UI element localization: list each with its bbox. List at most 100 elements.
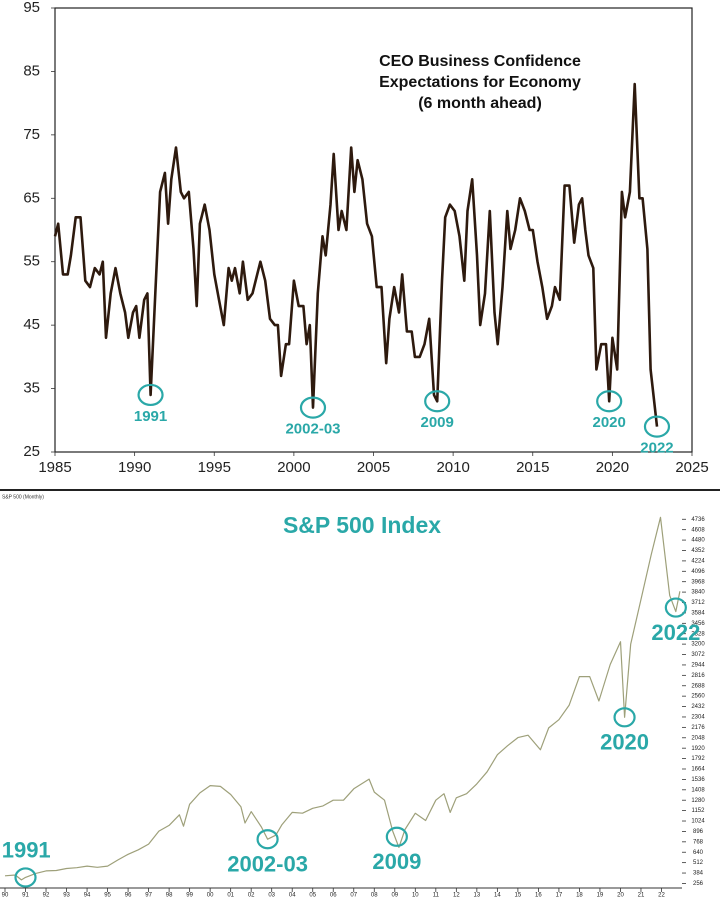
y-tick-label: 2304 xyxy=(691,715,705,721)
y-tick-label: 3840 xyxy=(691,590,705,596)
y-tick-label: 2432 xyxy=(691,704,705,710)
x-tick-label: 95 xyxy=(104,893,111,899)
x-tick-label: 01 xyxy=(227,893,234,899)
x-tick-label: 14 xyxy=(494,893,501,899)
y-tick-label: 896 xyxy=(693,829,704,835)
chart-subtitle: S&P 500 (Monthly) xyxy=(2,494,44,500)
x-tick-label: 16 xyxy=(535,893,542,899)
x-tick-label: 15 xyxy=(515,893,522,899)
y-tick-label: 1408 xyxy=(691,787,705,793)
y-tick-label: 65 xyxy=(23,189,40,206)
data-line xyxy=(53,82,659,427)
y-tick-label: 4608 xyxy=(691,527,705,533)
x-tick-label: 90 xyxy=(2,893,9,899)
annotation-label: 2009 xyxy=(421,414,454,431)
x-tick-label: 11 xyxy=(433,893,440,899)
y-tick-label: 1280 xyxy=(691,798,705,804)
y-tick-label: 1920 xyxy=(691,746,705,752)
annotation-label: 1991 xyxy=(2,838,51,863)
annotation-label: 2022 xyxy=(651,620,700,645)
chart-title: (6 month ahead) xyxy=(418,95,542,112)
annotation-circle xyxy=(424,390,451,413)
x-tick-label: 08 xyxy=(371,893,378,899)
x-tick-label: 02 xyxy=(248,893,255,899)
annotation-circle xyxy=(664,597,687,618)
annotation-circle xyxy=(137,383,164,407)
x-tick-label: 1990 xyxy=(118,459,151,476)
chart-title: Expectations for Economy xyxy=(379,74,581,91)
x-tick-label: 12 xyxy=(453,893,460,899)
x-tick-label: 2020 xyxy=(596,459,629,476)
y-tick-label: 384 xyxy=(693,871,704,877)
x-tick-label: 00 xyxy=(207,893,214,899)
chart-title: S&P 500 Index xyxy=(283,512,441,538)
x-tick-label: 96 xyxy=(125,893,132,899)
x-tick-label: 03 xyxy=(268,893,275,899)
y-tick-label: 35 xyxy=(23,380,40,397)
annotation-label: 2009 xyxy=(372,849,421,874)
x-tick-label: 2000 xyxy=(277,459,310,476)
y-tick-label: 1792 xyxy=(691,756,705,762)
data-line xyxy=(4,516,681,881)
x-tick-label: 18 xyxy=(576,893,583,899)
y-tick-label: 2688 xyxy=(691,683,705,689)
annotation-circle xyxy=(596,390,623,413)
y-tick-label: 1536 xyxy=(691,777,705,783)
x-tick-label: 17 xyxy=(556,893,563,899)
x-tick-label: 04 xyxy=(289,893,296,899)
y-tick-label: 25 xyxy=(23,443,40,460)
y-tick-label: 2816 xyxy=(691,673,705,679)
y-tick-label: 4736 xyxy=(691,517,705,523)
annotation-label: 2002-03 xyxy=(285,421,340,438)
x-tick-label: 91 xyxy=(22,893,29,899)
x-tick-label: 99 xyxy=(186,893,193,899)
y-tick-label: 4096 xyxy=(691,569,705,575)
x-tick-label: 2015 xyxy=(516,459,549,476)
x-tick-label: 2005 xyxy=(357,459,390,476)
x-tick-label: 2025 xyxy=(675,459,708,476)
y-tick-label: 1024 xyxy=(691,819,705,825)
annotation-label: 2002-03 xyxy=(227,852,308,877)
x-tick-label: 07 xyxy=(350,893,357,899)
y-tick-label: 2176 xyxy=(691,725,705,731)
x-tick-label: 1985 xyxy=(38,459,71,476)
x-tick-label: 2010 xyxy=(436,459,469,476)
y-tick-label: 55 xyxy=(23,253,40,270)
y-tick-label: 3968 xyxy=(691,579,705,585)
annotation-label: 2020 xyxy=(600,730,649,755)
x-tick-label: 94 xyxy=(84,893,91,899)
x-tick-label: 05 xyxy=(309,893,316,899)
y-tick-label: 95 xyxy=(23,0,40,16)
y-tick-label: 3072 xyxy=(691,652,705,658)
y-tick-label: 75 xyxy=(23,126,40,143)
x-tick-label: 21 xyxy=(638,893,645,899)
x-tick-label: 13 xyxy=(474,893,481,899)
x-tick-label: 20 xyxy=(617,893,624,899)
annotation-circle xyxy=(385,826,408,847)
y-tick-label: 2560 xyxy=(691,694,705,700)
x-tick-label: 19 xyxy=(597,893,604,899)
x-tick-label: 09 xyxy=(391,893,398,899)
y-tick-label: 3200 xyxy=(691,642,705,648)
annotation-circle xyxy=(14,867,37,888)
y-tick-label: 512 xyxy=(693,860,704,866)
y-tick-label: 4480 xyxy=(691,538,705,544)
y-tick-label: 3456 xyxy=(691,621,705,627)
x-tick-label: 93 xyxy=(63,893,70,899)
x-tick-label: 22 xyxy=(658,893,665,899)
y-tick-label: 768 xyxy=(693,839,704,845)
annotation-label: 2020 xyxy=(593,414,626,431)
y-tick-label: 4224 xyxy=(691,558,705,564)
annotation-circle xyxy=(643,415,671,438)
x-tick-label: 1995 xyxy=(198,459,231,476)
y-tick-label: 85 xyxy=(23,62,40,79)
y-tick-label: 256 xyxy=(693,881,704,887)
x-tick-label: 92 xyxy=(43,893,50,899)
x-tick-label: 98 xyxy=(166,893,173,899)
annotation-label: 2022 xyxy=(640,440,673,457)
annotation-label: 1991 xyxy=(134,408,167,425)
annotation-circle xyxy=(256,829,279,850)
y-tick-label: 3584 xyxy=(691,610,705,616)
